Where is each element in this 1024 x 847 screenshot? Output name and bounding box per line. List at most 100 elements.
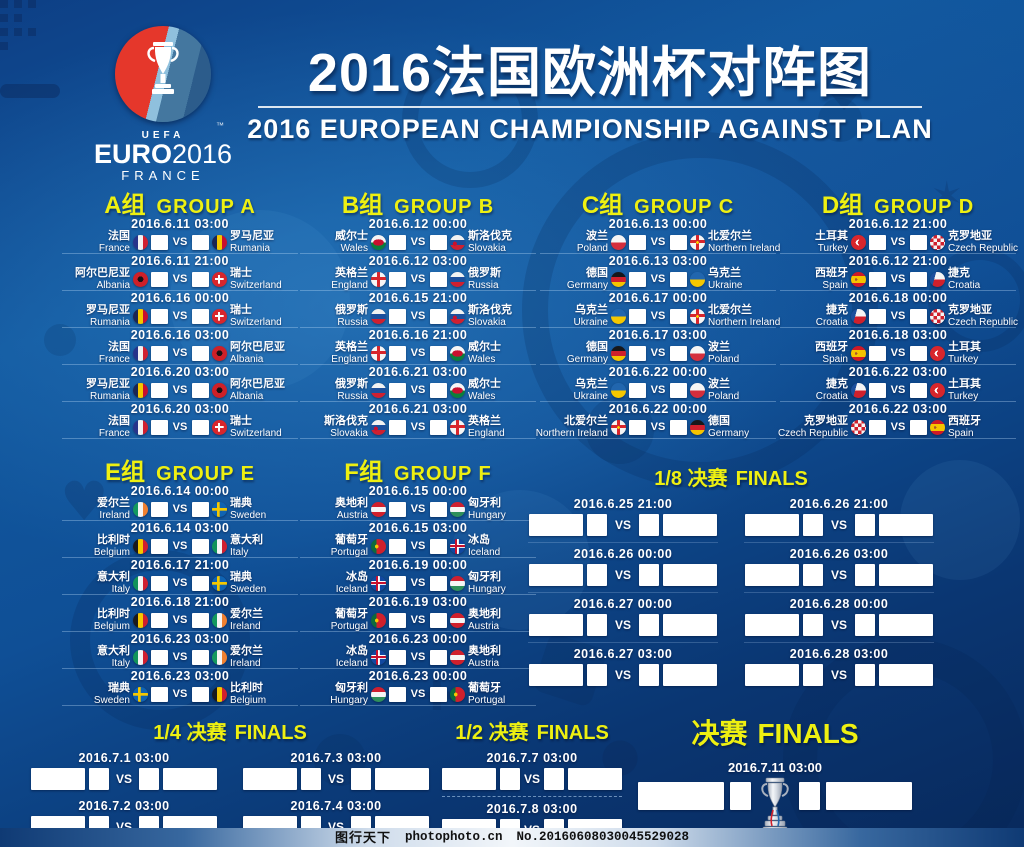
match-date: 2016.7.1 03:00 <box>78 751 170 765</box>
team-name-zh: 克罗地亚 <box>948 303 992 316</box>
team-box <box>879 664 933 686</box>
team-name-zh: 克罗地亚 <box>948 229 992 242</box>
team-box <box>529 564 583 586</box>
home-team: 罗马尼亚 Rumania <box>62 377 130 402</box>
final-title-en: FINALS <box>757 718 859 749</box>
home-team: 捷克 Croatia <box>780 378 848 402</box>
group-title-zh: D组 <box>821 192 864 219</box>
score-box <box>869 271 886 287</box>
semi-finals-title: 1/2 决赛 FINALS <box>440 716 624 745</box>
knockout-match: 2016.6.27 00:00 VS <box>528 597 718 643</box>
team-name-zh: 比利时 <box>230 681 263 694</box>
group-match: 2016.6.13 00:00 波兰 Poland VS 北爱尔兰 Northern Ir… <box>540 217 780 254</box>
team-name-zh: 罗马尼亚 <box>86 377 130 390</box>
away-team: 斯洛伐克 Slovakia <box>468 304 536 328</box>
score-box <box>639 564 659 586</box>
score-box <box>910 308 927 324</box>
switzerland-flag-icon <box>212 271 227 287</box>
team-name-en: Croatia <box>815 390 848 402</box>
team-name-en: Germany <box>566 279 608 291</box>
group-title-zh: A组 <box>104 192 146 219</box>
score-box <box>587 514 607 536</box>
away-team: 乌克兰 Ukraine <box>708 267 776 291</box>
vs-label: VS <box>410 688 426 700</box>
score-box <box>151 419 168 435</box>
page-title-en: 2016 EUROPEAN CHAMPIONSHIP AGAINST PLAN <box>247 114 933 144</box>
score-box <box>629 308 646 324</box>
team-name-en: Belgium <box>230 694 267 706</box>
team-name-en: Sweden <box>230 583 267 595</box>
team-box <box>375 768 429 790</box>
poland-flag-icon <box>690 345 705 361</box>
score-box <box>869 234 886 250</box>
portugal-flag-icon <box>371 538 386 554</box>
match-date: 2016.6.15 00:00 <box>368 484 468 498</box>
team-name-zh: 意大利 <box>230 533 263 546</box>
group-match: 2016.6.17 21:00 意大利 Italy VS 瑞典 Sweden <box>62 558 298 595</box>
semi-finals-title-en: FINALS <box>536 722 609 744</box>
match-date: 2016.6.11 03:00 <box>131 217 229 231</box>
quarter-finals-title-en: FINALS <box>234 722 307 744</box>
home-team: 乌克兰 Ukraine <box>540 377 608 402</box>
score-box <box>389 612 406 628</box>
match-row: 罗马尼亚 Rumania VS 阿尔巴尼亚 Albania <box>62 377 298 402</box>
home-team: 法国 France <box>62 230 130 254</box>
home-team: 冰岛 Iceland <box>300 644 368 669</box>
home-team: 俄罗斯 Russia <box>300 378 368 402</box>
away-team: 匈牙利 Hungary <box>468 571 536 595</box>
group-match: 2016.6.18 00:00 捷克 Croatia VS 克罗地亚 Czech Repu… <box>780 291 1018 328</box>
vs-label: VS <box>410 236 426 248</box>
portugal-flag-icon <box>371 612 386 628</box>
team-name-en: Ukraine <box>708 279 743 291</box>
match-date: 2016.7.2 03:00 <box>78 799 170 813</box>
group-C: C组 GROUP C 2016.6.13 00:00 波兰 Poland VS 北爱尔兰 No… <box>536 185 781 439</box>
team-name-zh: 冰岛 <box>346 644 368 657</box>
match-row: 波兰 Poland VS 北爱尔兰 Northern Ireland <box>540 230 780 254</box>
team-name-zh: 葡萄牙 <box>335 607 368 620</box>
team-name-en: Slovakia <box>468 242 506 254</box>
score-box <box>910 345 927 361</box>
team-name-zh: 英格兰 <box>335 266 368 279</box>
score-box <box>803 614 823 636</box>
team-name-zh: 威尔士 <box>468 377 501 390</box>
group-A: A组 GROUP A 2016.6.11 03:00 法国 France VS 罗马尼亚 Ru… <box>62 185 298 439</box>
score-box <box>430 649 447 665</box>
score-box <box>587 664 607 686</box>
team-name-zh: 瑞典 <box>230 496 252 509</box>
team-name-zh: 乌克兰 <box>575 377 608 390</box>
team-box <box>529 514 583 536</box>
home-team: 波兰 Poland <box>540 230 608 254</box>
match-date: 2016.7.7 03:00 <box>486 751 578 765</box>
match-row: 罗马尼亚 Rumania VS 瑞士 Switzerland <box>62 304 298 328</box>
vs-label: VS <box>650 236 666 248</box>
score-box <box>192 308 209 324</box>
away-team: 克罗地亚 Czech Republic <box>948 229 1018 254</box>
vs-label: VS <box>614 618 631 632</box>
match-row: 爱尔兰 Ireland VS 瑞典 Sweden <box>62 496 298 521</box>
team-name-zh: 俄罗斯 <box>335 303 368 316</box>
group-match: 2016.6.22 03:00 克罗地亚 Czech Republic VS 西班牙 Sp… <box>778 402 1016 439</box>
vs-label: VS <box>614 668 631 682</box>
score-box <box>151 686 168 702</box>
team-name-zh: 意大利 <box>97 570 130 583</box>
germany-flag-icon <box>611 345 626 361</box>
team-name-en: Croatia <box>948 279 981 291</box>
match-row: 乌克兰 Ukraine VS 北爱尔兰 Northern Ireland <box>540 304 781 328</box>
switzerland-flag-icon <box>212 419 227 435</box>
score-box <box>544 768 565 790</box>
match-row: 西班牙 Spain VS 土耳其 Turkey <box>780 341 1016 365</box>
score-box <box>670 382 687 398</box>
vs-label: VS <box>172 421 188 433</box>
team-name-en: Turkey <box>817 242 848 254</box>
team-name-zh: 北爱尔兰 <box>564 414 608 427</box>
portugal-flag-icon <box>450 686 465 702</box>
knockout-match: 2016.6.26 00:00 VS <box>528 547 718 593</box>
away-team: 奥地利 Austria <box>468 645 536 669</box>
sweden-flag-icon <box>212 575 227 591</box>
match-row: 意大利 Italy VS 爱尔兰 Ireland <box>62 645 298 669</box>
watermark-bar: 图行天下 photophoto.cn No.201606080300455290… <box>0 828 1024 847</box>
logo-euro-year: 2016 <box>171 139 233 169</box>
vs-label: VS <box>172 614 188 626</box>
team-box <box>638 782 724 810</box>
home-team: 英格兰 England <box>300 341 368 365</box>
